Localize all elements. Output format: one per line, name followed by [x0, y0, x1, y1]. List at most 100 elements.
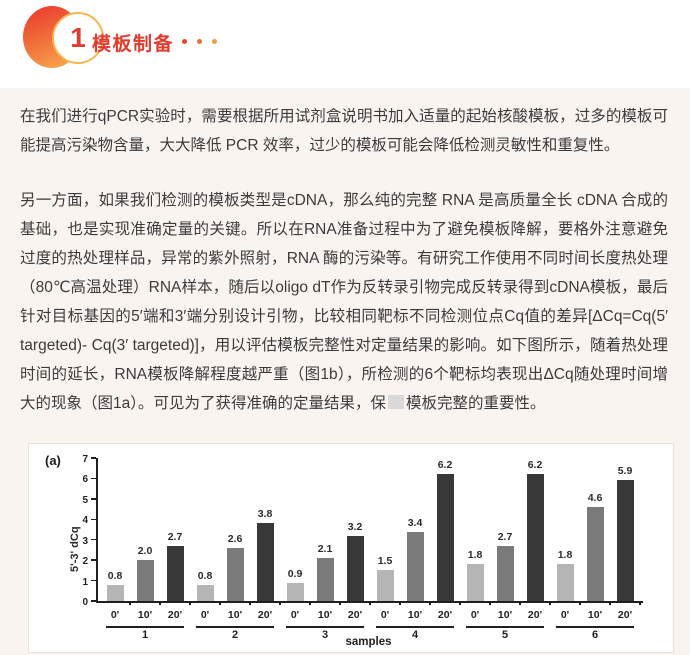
bar-2-0'	[196, 584, 214, 601]
time-point-label: 0'	[380, 609, 390, 621]
badge-circle: 1	[52, 12, 104, 64]
paragraph-main: 另一方面，如果我们检测的模板类型是cDNA，那么纯的完整 RNA 是高质量全长 …	[20, 186, 668, 418]
x-axis-tick	[129, 601, 131, 605]
y-axis-tick-label: 1	[82, 576, 88, 588]
sample-group-label: 2	[231, 629, 239, 641]
sample-group-line	[286, 626, 364, 628]
bar-value-label: 2.1	[317, 543, 333, 556]
bar-4-10'	[406, 531, 424, 601]
bar-6-20'	[616, 480, 634, 601]
time-point-label: 0'	[110, 609, 120, 621]
y-axis-tick	[91, 559, 96, 561]
time-point-label: 20'	[617, 609, 633, 621]
bar-4-20'	[436, 474, 454, 601]
x-axis-tick	[369, 601, 371, 605]
x-axis-tick	[399, 601, 401, 605]
x-axis-tick	[429, 601, 431, 605]
sample-group-line	[556, 626, 634, 628]
y-axis-tick-label: 3	[82, 535, 88, 547]
time-point-label: 20'	[257, 609, 273, 621]
sample-group-label: 5	[501, 629, 509, 641]
title-dots-icon	[182, 39, 217, 44]
bar-1-10'	[136, 560, 154, 601]
y-axis-tick	[91, 538, 96, 541]
bar-value-label: 2.7	[497, 530, 513, 543]
y-axis-tick	[91, 579, 96, 582]
x-axis-tick	[549, 601, 551, 605]
bar-value-label: 1.5	[377, 555, 393, 568]
sample-group-line	[376, 626, 454, 628]
y-axis-tick-label: 0	[82, 597, 88, 608]
x-axis-label: samples	[345, 636, 392, 648]
bar-value-label: 0.9	[287, 567, 303, 580]
bar-6-10'	[586, 507, 604, 601]
time-point-label: 10'	[407, 609, 423, 621]
bar-value-label: 1.8	[467, 549, 483, 562]
bar-value-label: 3.4	[407, 516, 423, 529]
paragraph-intro: 在我们进行qPCR实验时，需要根据所用试剂盒说明书加入适量的起始核酸模板，过多的…	[20, 108, 668, 154]
y-axis-tick-label: 5	[82, 494, 88, 506]
sample-group-line	[106, 626, 184, 628]
time-point-label: 0'	[470, 609, 480, 621]
x-axis-tick	[489, 601, 491, 605]
x-axis-tick	[159, 601, 161, 605]
sample-group-line	[196, 626, 274, 628]
bar-3-10'	[316, 558, 334, 601]
bar-3-0'	[286, 582, 304, 601]
bar-value-label: 6.2	[437, 459, 453, 472]
bar-1-20'	[166, 545, 184, 601]
bar-value-label: 2.0	[137, 545, 153, 558]
bar-6-0'	[556, 564, 574, 601]
bar-5-10'	[496, 545, 514, 601]
x-axis-tick	[339, 601, 341, 605]
time-point-label: 0'	[200, 609, 210, 621]
x-axis-tick	[249, 601, 251, 605]
sample-group-line	[466, 626, 544, 628]
x-axis-tick	[609, 601, 611, 605]
section-header: 1 模板制备	[0, 0, 690, 88]
bar-3-20'	[346, 535, 364, 601]
bar-value-label: 2.6	[227, 532, 243, 545]
x-axis-tick	[639, 601, 641, 605]
time-point-label: 20'	[347, 609, 363, 621]
y-axis-tick-label: 2	[82, 556, 88, 568]
time-point-label: 10'	[227, 609, 243, 621]
figure-1a-panel: (a) 5'-3' dCq 0 1 2 3 4 5 6 7 0.8 0' 0.8 0' 0.9 0' 1.5…	[28, 443, 674, 653]
sample-group-label: 4	[411, 629, 419, 641]
time-point-label: 10'	[587, 609, 603, 621]
time-point-label: 0'	[560, 609, 570, 621]
y-axis-tick	[91, 477, 96, 480]
figure-panel-label: (a)	[45, 453, 61, 468]
page-title: 模板制备	[92, 34, 175, 55]
redacted-character-box	[388, 395, 404, 409]
y-axis-tick-label: 4	[82, 515, 88, 527]
y-axis-tick	[91, 518, 96, 521]
bar-value-label: 0.8	[107, 569, 123, 582]
bar-5-20'	[526, 474, 544, 601]
bar-value-label: 2.7	[167, 530, 183, 543]
time-point-label: 20'	[167, 609, 183, 621]
bar-1-0'	[106, 584, 124, 601]
bar-5-0'	[466, 564, 484, 601]
sample-group-label: 3	[321, 629, 329, 641]
x-axis-tick	[189, 601, 191, 605]
time-point-label: 20'	[527, 609, 543, 621]
bar-value-label: 4.6	[587, 492, 603, 505]
time-point-label: 10'	[317, 609, 333, 621]
x-axis-tick	[579, 601, 581, 605]
paragraph-main-text: 另一方面，如果我们检测的模板类型是cDNA，那么纯的完整 RNA 是高质量全长 …	[20, 192, 668, 412]
bar-value-label: 3.8	[257, 508, 273, 521]
time-point-label: 20'	[437, 609, 453, 621]
bar-value-label: 1.8	[557, 549, 573, 562]
badge-number: 1	[70, 22, 86, 53]
time-point-label: 10'	[497, 609, 513, 621]
y-axis-tick-label: 6	[82, 474, 88, 486]
y-axis-tick	[91, 600, 96, 602]
bar-value-label: 3.2	[347, 520, 363, 533]
bar-value-label: 0.8	[197, 569, 213, 582]
bar-value-label: 6.2	[527, 459, 543, 472]
bar-chart-plot: 0 1 2 3 4 5 6 7 0.8 0' 0.8 0' 0.9 0' 1.5 0' 1.8 0' 1.8 0' 2.…	[82, 454, 643, 641]
time-point-label: 0'	[290, 609, 300, 621]
bar-2-20'	[256, 523, 274, 601]
